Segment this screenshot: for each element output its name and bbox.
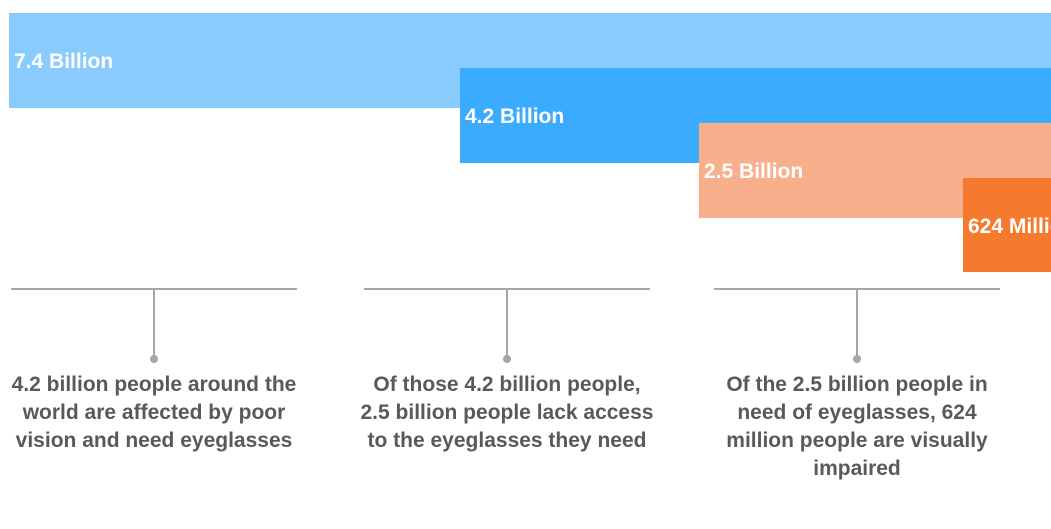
bracket-dot bbox=[853, 355, 861, 363]
bar-label-2: 4.2 Billion bbox=[465, 105, 564, 128]
bar-4 bbox=[963, 178, 1051, 272]
bracket-1 bbox=[11, 288, 297, 368]
bracket-3 bbox=[714, 288, 1000, 368]
bracket-dot bbox=[503, 355, 511, 363]
bar-label-3: 2.5 Billion bbox=[704, 160, 803, 183]
bracket-connector bbox=[506, 288, 508, 357]
bracket-dot bbox=[150, 355, 158, 363]
bracket-connector bbox=[153, 288, 155, 357]
bracket-connector bbox=[856, 288, 858, 357]
stepped-bar-chart: 7.4 Billion 4.2 Billion 2.5 Billion 624 Mil… bbox=[9, 13, 1051, 272]
bar-label-4: 624 Million bbox=[968, 215, 1051, 238]
description-3: Of the 2.5 billion people in need of eye… bbox=[726, 373, 988, 480]
bar-label-1: 7.4 Billion bbox=[14, 50, 113, 73]
description-1: 4.2 billion people around the world are … bbox=[11, 373, 297, 452]
description-2: Of those 4.2 billion people, 2.5 billion… bbox=[360, 373, 654, 452]
bracket-2 bbox=[364, 288, 650, 368]
